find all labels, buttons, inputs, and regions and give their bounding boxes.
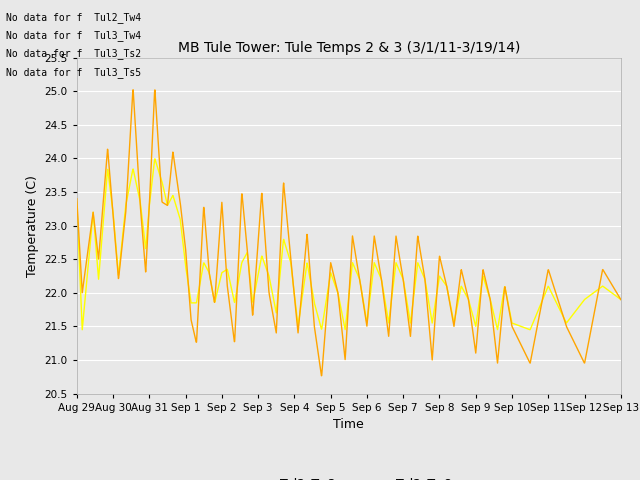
Tul2_Ts-2: [317, 373, 325, 379]
Tul2_Ts-8: [79, 327, 86, 333]
X-axis label: Time: Time: [333, 418, 364, 431]
Tul2_Ts-8: [617, 297, 625, 302]
Tul2_Ts-2: [73, 196, 81, 202]
Text: No data for f  Tul3_Tw4: No data for f Tul3_Tw4: [6, 30, 141, 41]
Tul2_Ts-8: [502, 288, 509, 294]
Title: MB Tule Tower: Tule Temps 2 & 3 (3/1/11-3/19/14): MB Tule Tower: Tule Temps 2 & 3 (3/1/11-…: [178, 41, 520, 55]
Tul2_Ts-8: [602, 285, 609, 291]
Tul2_Ts-2: [602, 271, 609, 276]
Line: Tul2_Ts-8: Tul2_Ts-8: [77, 159, 621, 330]
Text: No data for f  Tul3_Ts5: No data for f Tul3_Ts5: [6, 67, 141, 78]
Y-axis label: Temperature (C): Temperature (C): [26, 175, 39, 276]
Tul2_Ts-2: [129, 87, 137, 93]
Legend: Tul2_Ts-2, Tul2_Ts-8: Tul2_Ts-2, Tul2_Ts-8: [241, 472, 457, 480]
Tul2_Ts-8: [338, 310, 346, 316]
Tul2_Ts-8: [101, 200, 109, 205]
Text: No data for f  Tul3_Ts2: No data for f Tul3_Ts2: [6, 48, 141, 60]
Tul2_Ts-2: [338, 326, 346, 332]
Tul2_Ts-2: [602, 271, 609, 277]
Tul2_Ts-8: [324, 290, 332, 296]
Line: Tul2_Ts-2: Tul2_Ts-2: [77, 90, 621, 376]
Tul2_Ts-2: [100, 183, 108, 189]
Text: No data for f  Tul2_Tw4: No data for f Tul2_Tw4: [6, 12, 141, 23]
Tul2_Ts-2: [502, 288, 509, 294]
Tul2_Ts-8: [151, 156, 159, 162]
Tul2_Ts-8: [73, 199, 81, 205]
Tul2_Ts-2: [617, 297, 625, 302]
Tul2_Ts-8: [602, 285, 609, 291]
Tul2_Ts-2: [324, 300, 332, 306]
